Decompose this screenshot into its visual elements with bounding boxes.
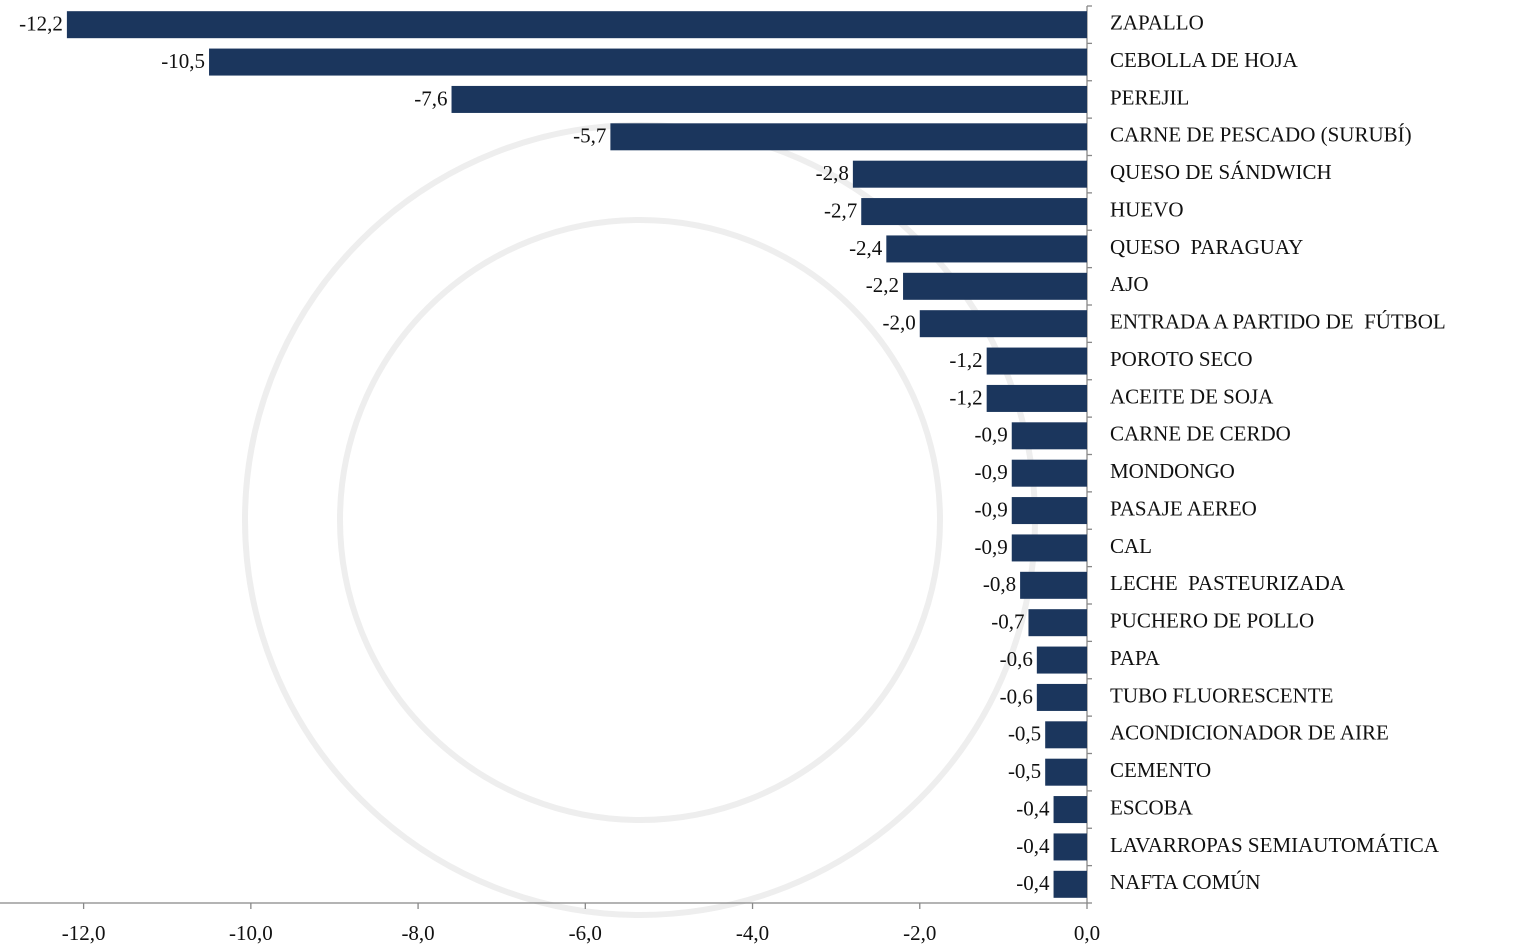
data-label: -0,9 — [974, 460, 1007, 484]
category-label: TUBO FLUORESCENTE — [1110, 683, 1333, 707]
category-label: ESCOBA — [1110, 795, 1194, 819]
data-label: -0,5 — [1008, 759, 1041, 783]
category-label: NAFTA COMÚN — [1110, 870, 1261, 894]
category-label: QUESO DE SÁNDWICH — [1110, 160, 1332, 184]
data-label: -2,0 — [883, 311, 916, 335]
bar — [610, 123, 1087, 151]
data-label: -0,7 — [991, 610, 1024, 634]
category-label: ENTRADA A PARTIDO DE FÚTBOL — [1110, 310, 1446, 334]
bar — [903, 272, 1087, 300]
category-label: POROTO SECO — [1110, 347, 1253, 371]
data-label: -2,7 — [824, 198, 857, 222]
category-label: HUEVO — [1110, 197, 1184, 221]
category-label: CEMENTO — [1110, 758, 1211, 782]
data-label: -0,6 — [1000, 647, 1033, 671]
bar — [209, 48, 1088, 76]
x-tick-label: 0,0 — [1074, 921, 1100, 945]
category-label: LECHE PASTEURIZADA — [1110, 571, 1346, 595]
category-label: PUCHERO DE POLLO — [1110, 609, 1314, 633]
data-label: -0,9 — [974, 497, 1007, 521]
data-label: -1,2 — [949, 348, 982, 372]
data-label: -2,4 — [849, 236, 883, 260]
category-label: ZAPALLO — [1110, 11, 1204, 35]
data-label: -0,8 — [983, 572, 1016, 596]
category-label: CAL — [1110, 534, 1152, 558]
bar — [861, 198, 1087, 226]
category-label: PEREJIL — [1110, 85, 1189, 109]
bar — [1036, 683, 1087, 711]
category-label: ACONDICIONADOR DE AIRE — [1110, 721, 1389, 745]
data-label: -2,2 — [866, 273, 899, 297]
x-tick-label: -4,0 — [736, 921, 769, 945]
category-label: PASAJE AEREO — [1110, 496, 1257, 520]
data-label: -0,9 — [974, 423, 1007, 447]
bar — [1053, 833, 1087, 861]
category-label: ACEITE DE SOJA — [1110, 384, 1274, 408]
bar — [886, 235, 1087, 263]
category-label: AJO — [1110, 272, 1149, 296]
bar — [1036, 646, 1087, 674]
x-tick-label: -6,0 — [569, 921, 602, 945]
category-label: CARNE DE CERDO — [1110, 422, 1291, 446]
bar — [1045, 721, 1087, 749]
bar — [1045, 758, 1087, 786]
data-label: -0,9 — [974, 535, 1007, 559]
bar — [986, 384, 1087, 412]
x-tick-label: -12,0 — [62, 921, 106, 945]
data-label: -0,4 — [1016, 796, 1050, 820]
bar — [986, 347, 1087, 375]
data-label: -0,6 — [1000, 684, 1033, 708]
category-label: PAPA — [1110, 646, 1161, 670]
bar — [919, 310, 1087, 338]
x-tick-label: -10,0 — [229, 921, 273, 945]
x-tick-label: -8,0 — [401, 921, 434, 945]
category-label: CEBOLLA DE HOJA — [1110, 48, 1299, 72]
bar — [1011, 422, 1087, 450]
bar — [1011, 497, 1087, 525]
bar — [1053, 796, 1087, 824]
data-label: -5,7 — [573, 124, 606, 148]
bar — [1053, 870, 1087, 898]
bar — [66, 11, 1087, 39]
bar — [451, 85, 1087, 113]
data-label: -1,2 — [949, 385, 982, 409]
bar — [1028, 609, 1087, 637]
data-label: -10,5 — [161, 49, 205, 73]
data-label: -0,5 — [1008, 722, 1041, 746]
x-tick-label: -2,0 — [903, 921, 936, 945]
bar — [1011, 459, 1087, 487]
bar — [1011, 534, 1087, 562]
category-label: CARNE DE PESCADO (SURUBÍ) — [1110, 123, 1412, 147]
bar — [1020, 571, 1087, 599]
category-label: MONDONGO — [1110, 459, 1235, 483]
data-label: -0,4 — [1016, 834, 1050, 858]
data-label: -0,4 — [1016, 871, 1050, 895]
data-label: -2,8 — [816, 161, 849, 185]
category-label: QUESO PARAGUAY — [1110, 235, 1303, 259]
data-label: -12,2 — [19, 12, 63, 36]
category-label: LAVARROPAS SEMIAUTOMÁTICA — [1110, 833, 1440, 857]
data-label: -7,6 — [414, 86, 447, 110]
bar — [852, 160, 1087, 188]
